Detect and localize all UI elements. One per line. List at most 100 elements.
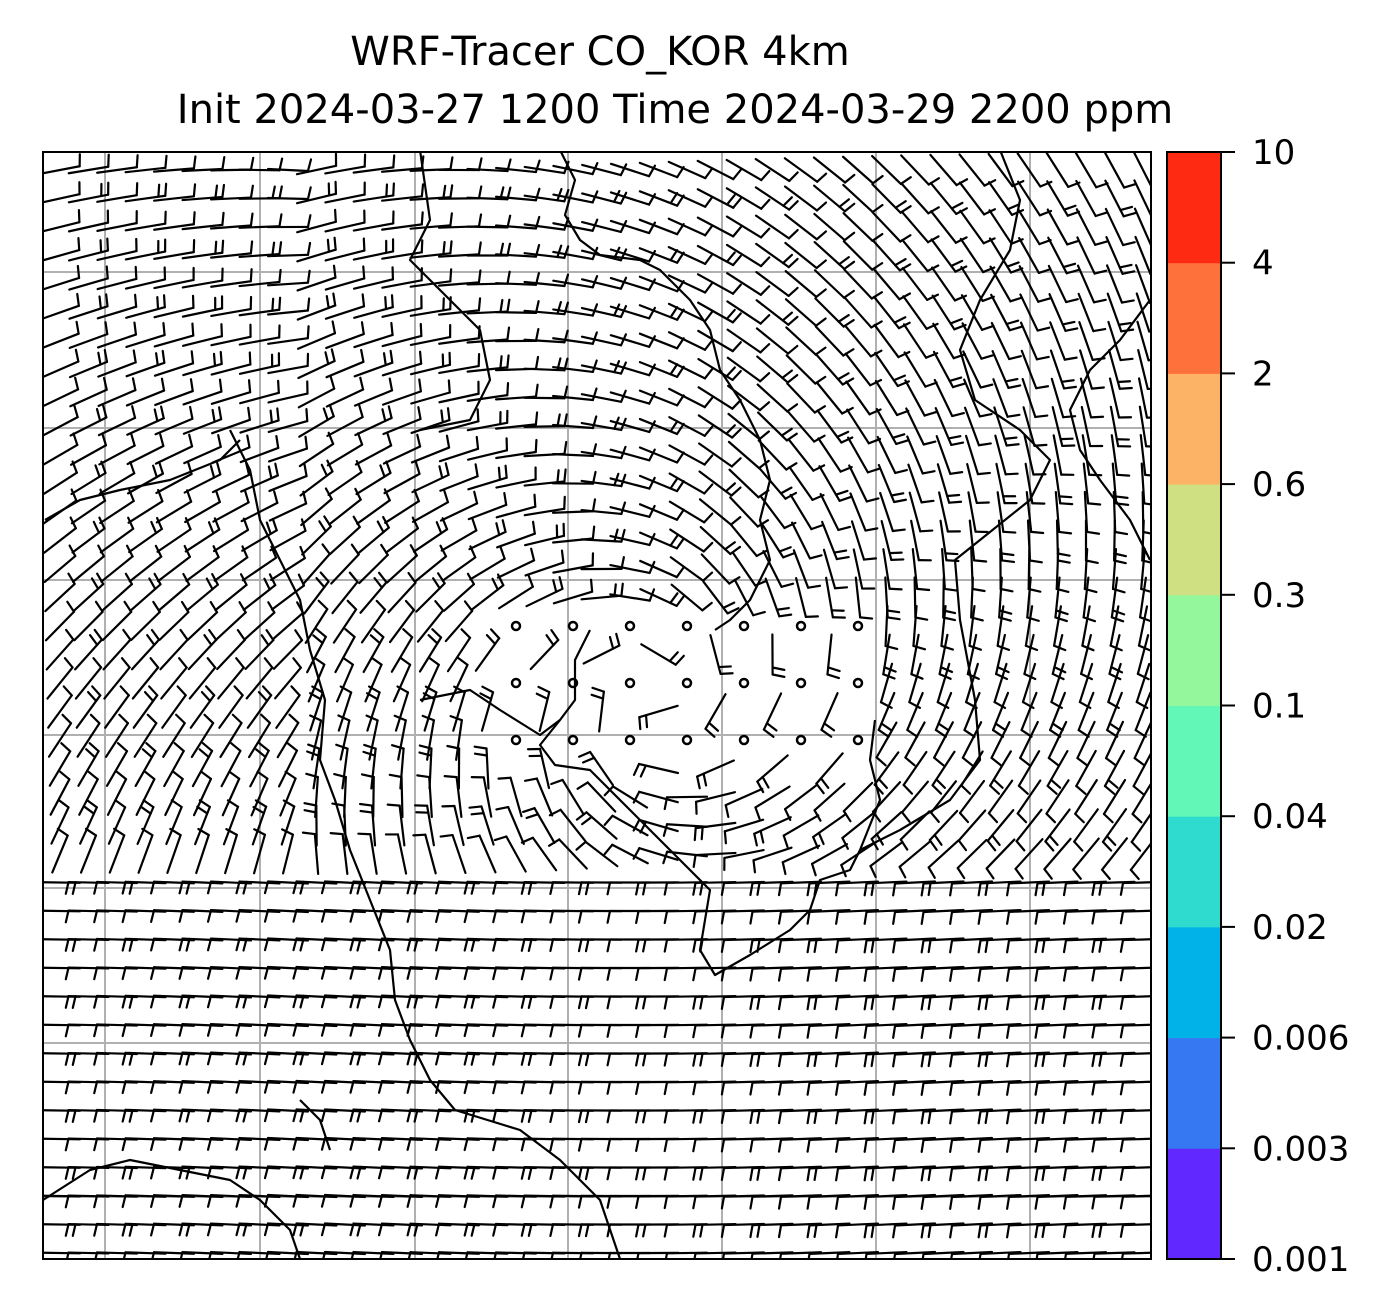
wind-barb <box>320 1108 367 1123</box>
wind-barb <box>1119 1223 1151 1238</box>
wind-barb <box>826 633 841 680</box>
wind-barb <box>1079 377 1105 419</box>
wind-barb <box>206 880 253 895</box>
wind-barb <box>1106 292 1135 333</box>
wind-barb <box>777 1108 823 1125</box>
wind-barb <box>696 216 742 238</box>
calm-marker <box>567 734 579 746</box>
wind-barb <box>238 324 281 346</box>
wind-barb <box>211 462 251 494</box>
wind-barb <box>416 600 445 643</box>
wind-barb <box>696 159 742 181</box>
wind-barb <box>755 299 799 326</box>
wind-barb <box>414 804 435 847</box>
wind-barb <box>493 835 527 873</box>
wind-barb <box>265 1250 310 1259</box>
wind-barb <box>416 774 433 819</box>
wind-barb <box>292 1136 338 1151</box>
wind-barb <box>1018 236 1052 275</box>
wind-barb <box>320 1022 367 1037</box>
wind-barb <box>150 1051 196 1066</box>
wind-barb <box>961 721 983 767</box>
wind-barb <box>1135 292 1151 333</box>
wind-barb <box>977 1022 1022 1039</box>
wind-barb <box>1047 264 1079 304</box>
wind-barb <box>777 1051 823 1068</box>
calm-marker <box>795 734 807 746</box>
wind-barb <box>920 1165 965 1182</box>
wind-barb <box>1006 1136 1051 1153</box>
wind-barb <box>162 713 186 758</box>
wind-barb <box>1034 1194 1079 1210</box>
wind-barb <box>357 515 390 555</box>
wind-barb <box>44 600 76 642</box>
wind-barb <box>235 1051 281 1066</box>
wind-barb <box>71 544 106 583</box>
wind-barb <box>552 359 598 374</box>
wind-barb <box>821 520 850 561</box>
wind-barb <box>157 572 191 612</box>
wind-barb <box>523 273 570 288</box>
wind-barb <box>441 545 477 582</box>
wind-barb <box>632 790 679 804</box>
wind-barb <box>209 212 254 230</box>
wind-barb <box>1104 207 1136 247</box>
wind-barb <box>241 517 278 552</box>
wind-barb <box>206 994 253 1009</box>
wind-barb <box>1007 1250 1051 1259</box>
wind-barb <box>377 1108 424 1123</box>
wind-barb <box>523 468 567 487</box>
wind-barb <box>206 908 253 923</box>
wind-barb <box>892 1051 937 1068</box>
wind-barb <box>949 1165 994 1182</box>
colorbar-tick-label: 0.1 <box>1252 687 1306 727</box>
wind-barb <box>949 1222 994 1239</box>
wind-barb <box>609 334 656 348</box>
wind-barb <box>327 459 363 496</box>
wind-barb <box>709 634 734 675</box>
wind-barb <box>854 576 874 620</box>
wind-barb <box>1054 576 1069 623</box>
wind-barb <box>949 1051 994 1068</box>
wind-barb <box>904 379 938 417</box>
wind-barb <box>409 323 452 347</box>
wind-barb <box>806 994 851 1011</box>
wind-barb <box>415 572 446 613</box>
wind-barb <box>178 1222 224 1237</box>
wind-barb <box>108 827 126 874</box>
wind-barb <box>154 405 194 436</box>
wind-barb <box>892 994 937 1011</box>
wind-barb <box>360 599 387 644</box>
wind-barb <box>329 831 349 875</box>
wind-barb <box>879 662 894 709</box>
wind-barb <box>236 1250 281 1259</box>
wind-barb <box>1119 881 1151 896</box>
wind-barb <box>962 350 994 389</box>
wind-barb <box>292 1108 338 1123</box>
wind-barb <box>785 326 827 356</box>
wind-barb <box>280 799 296 846</box>
wind-barb <box>292 1079 338 1094</box>
wind-barb <box>43 488 78 525</box>
wind-barb <box>178 1080 224 1094</box>
wind-barb <box>320 965 367 980</box>
wind-barb <box>949 965 994 982</box>
wind-barb <box>871 154 912 186</box>
wind-barb <box>266 241 312 258</box>
wind-barb <box>523 495 566 517</box>
wind-barb <box>406 1023 452 1037</box>
wind-barb <box>320 908 367 923</box>
wind-barb <box>297 348 336 380</box>
wind-barb <box>422 685 438 732</box>
wind-barb <box>293 1250 338 1259</box>
wind-barb <box>449 715 463 761</box>
wind-barb <box>96 210 138 232</box>
wind-barb <box>412 833 437 875</box>
wind-barb <box>235 1222 281 1237</box>
wind-barb <box>1047 720 1068 767</box>
wind-barb <box>337 714 351 761</box>
wind-barb <box>873 323 911 359</box>
wind-barb <box>43 516 77 554</box>
wind-barb <box>949 908 994 925</box>
wind-barb <box>977 1136 1022 1153</box>
